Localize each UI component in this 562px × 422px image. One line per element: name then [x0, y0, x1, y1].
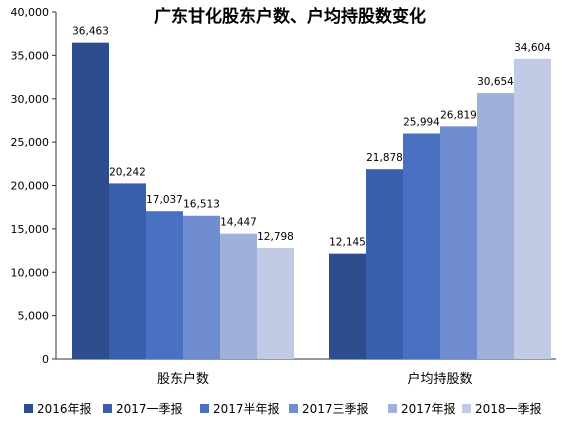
y-axis: 0 5,000 10,000 15,000 20,000 25,000 30,000 35,0… — [11, 6, 556, 366]
bar — [477, 93, 514, 360]
legend-label: 2017年报 — [401, 401, 456, 416]
data-label: 21,878 — [366, 152, 403, 164]
data-label: 36,463 — [72, 26, 109, 38]
bar — [514, 58, 551, 359]
bar — [72, 42, 109, 360]
data-label: 20,242 — [109, 166, 146, 178]
y-tick-label: 40,000 — [11, 6, 50, 19]
y-tick-label: 10,000 — [11, 266, 50, 279]
bar — [220, 233, 257, 359]
y-tick-label: 25,000 — [11, 136, 50, 149]
legend-label: 2018一季报 — [475, 401, 542, 416]
legend-swatch — [103, 404, 112, 413]
legend-label: 2017一季报 — [116, 401, 183, 416]
legend-swatch — [388, 404, 397, 413]
bar — [329, 253, 366, 359]
y-tick-label: 15,000 — [11, 223, 50, 236]
category-labels: 股东户数 户均持股数 — [157, 371, 473, 387]
legend-swatch — [462, 404, 471, 413]
legend-label: 2017半年报 — [213, 401, 280, 416]
legend-label: 2017三季报 — [302, 401, 369, 416]
category-label: 户均持股数 — [407, 371, 472, 387]
legend: 2016年报 2017一季报 2017半年报 2017三季报 2017年报 2018一季报 — [24, 401, 542, 416]
y-tick-label: 30,000 — [11, 93, 50, 106]
data-label: 17,037 — [146, 194, 183, 206]
legend-swatch — [24, 404, 33, 413]
data-label: 16,513 — [183, 199, 220, 211]
bar — [183, 215, 220, 359]
chart-title: 广东甘化股东户数、户均持股数变化 — [154, 6, 426, 27]
legend-swatch — [200, 404, 209, 413]
data-label: 26,819 — [440, 109, 477, 121]
bars — [72, 42, 551, 360]
category-label: 股东户数 — [157, 371, 209, 387]
data-label: 30,654 — [477, 76, 514, 88]
bar — [146, 211, 183, 359]
y-tick-label: 0 — [42, 353, 49, 366]
bar — [366, 169, 403, 359]
bar — [403, 133, 440, 359]
y-tick-label: 20,000 — [11, 180, 50, 193]
data-label: 14,447 — [220, 217, 257, 229]
bar — [440, 126, 477, 359]
data-label: 25,994 — [403, 117, 440, 129]
data-label: 12,798 — [257, 231, 294, 243]
y-tick-label: 5,000 — [18, 310, 50, 323]
legend-swatch — [289, 404, 298, 413]
bar — [257, 247, 294, 359]
data-label: 12,145 — [329, 237, 366, 249]
legend-label: 2016年报 — [37, 401, 92, 416]
bar — [109, 183, 146, 359]
y-tick-label: 35,000 — [11, 49, 50, 62]
data-label: 34,604 — [514, 42, 551, 54]
